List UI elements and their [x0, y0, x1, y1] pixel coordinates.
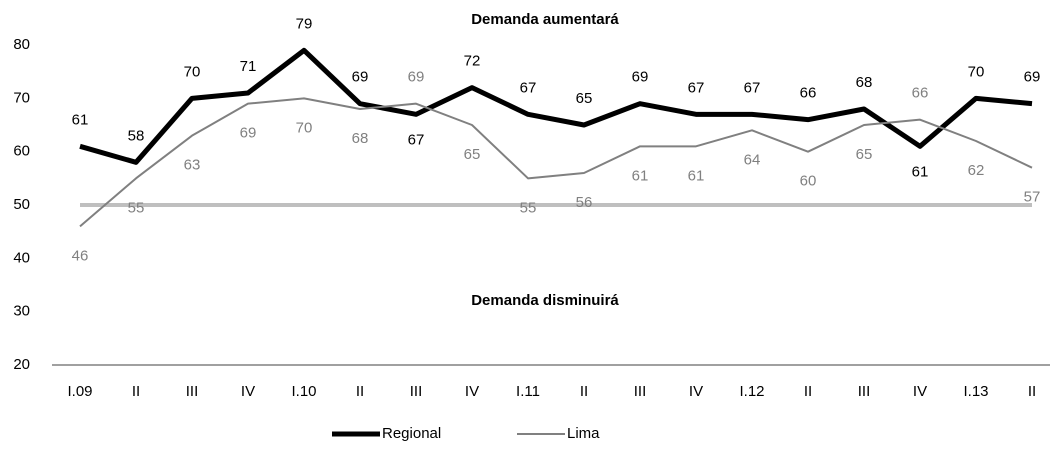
x-tick-label: IV	[689, 383, 703, 400]
x-tick-label: III	[858, 383, 871, 400]
data-label: 69	[408, 69, 425, 86]
data-label: 71	[240, 58, 257, 75]
data-label: 55	[520, 199, 537, 216]
data-label: 67	[520, 79, 537, 96]
legend-label: Regional	[382, 425, 441, 442]
x-tick-label: III	[410, 383, 423, 400]
x-tick-label: II	[580, 383, 588, 400]
data-label: 60	[800, 173, 817, 190]
y-tick-label: 60	[13, 143, 30, 160]
data-label: 61	[632, 167, 649, 184]
x-tick-label: I.12	[739, 383, 764, 400]
annotation: Demanda disminuirá	[471, 292, 619, 309]
x-tick-label: I.13	[963, 383, 988, 400]
y-tick-label: 80	[13, 36, 30, 53]
data-label: 69	[240, 125, 257, 142]
data-label: 64	[744, 151, 761, 168]
data-label: 46	[72, 247, 89, 264]
data-label: 65	[464, 146, 481, 163]
series-line	[79, 47, 1033, 165]
data-label: 66	[800, 85, 817, 102]
data-label: 67	[744, 79, 761, 96]
y-tick-label: 50	[13, 196, 30, 213]
series-line	[79, 97, 1033, 228]
data-label: 69	[632, 69, 649, 86]
x-tick-label: III	[186, 383, 199, 400]
x-tick-label: I.11	[516, 383, 540, 400]
x-tick-label: IV	[465, 383, 479, 400]
data-label: 69	[352, 69, 369, 86]
data-label: 66	[912, 85, 929, 102]
data-label: 56	[576, 194, 593, 211]
data-label: 67	[688, 79, 705, 96]
data-label: 62	[968, 162, 985, 179]
data-label: 61	[688, 167, 705, 184]
data-label: 68	[352, 130, 369, 147]
annotation: Demanda aumentará	[471, 11, 619, 28]
data-label: 79	[296, 15, 313, 32]
data-label: 63	[184, 157, 201, 174]
x-tick-label: II	[1028, 383, 1036, 400]
data-label: 61	[72, 111, 89, 128]
y-tick-label: 30	[13, 303, 30, 320]
data-label: 68	[856, 74, 873, 91]
data-label: 65	[576, 90, 593, 107]
x-tick-label: IV	[241, 383, 255, 400]
legend-label: Lima	[567, 425, 600, 442]
x-tick-label: I.10	[291, 383, 316, 400]
data-label: 67	[408, 131, 425, 148]
data-label: 70	[184, 63, 201, 80]
x-tick-label: II	[804, 383, 812, 400]
data-label: 69	[1024, 69, 1041, 86]
y-tick-label: 70	[13, 89, 30, 106]
data-label: 65	[856, 146, 873, 163]
x-tick-label: IV	[913, 383, 927, 400]
data-label: 55	[128, 199, 145, 216]
x-tick-label: III	[634, 383, 647, 400]
y-tick-label: 40	[13, 249, 30, 266]
data-label: 57	[1024, 189, 1041, 206]
x-tick-label: II	[356, 383, 364, 400]
data-label: 72	[464, 53, 481, 70]
data-label: 70	[296, 119, 313, 136]
data-label: 58	[128, 127, 145, 144]
data-label: 61	[912, 163, 929, 180]
x-tick-label: II	[132, 383, 140, 400]
data-label: 70	[968, 63, 985, 80]
y-tick-label: 20	[13, 356, 30, 373]
x-tick-label: I.09	[67, 383, 92, 400]
